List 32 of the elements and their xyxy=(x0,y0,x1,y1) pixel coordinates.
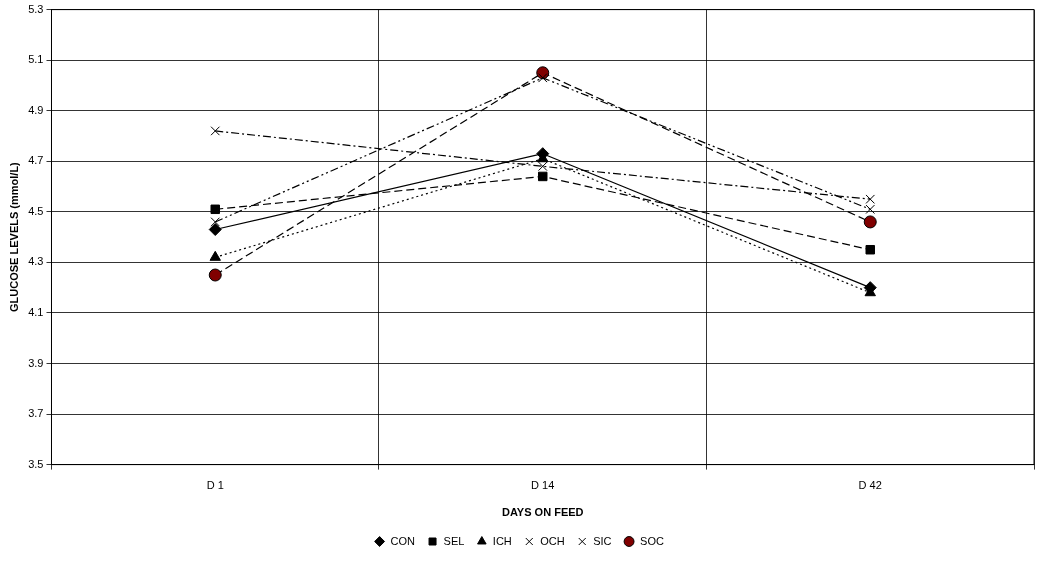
point xyxy=(210,217,220,227)
point xyxy=(210,126,220,136)
point xyxy=(863,215,877,229)
y-tick-label: 4.5 xyxy=(28,204,44,217)
point xyxy=(210,204,220,215)
point xyxy=(208,223,222,237)
point xyxy=(209,250,221,261)
y-tick-label: 3.9 xyxy=(28,356,44,369)
legend-label: CON xyxy=(390,534,416,547)
y-tick-label: 4.7 xyxy=(28,154,44,167)
point xyxy=(538,73,548,83)
point xyxy=(538,171,548,182)
y-tick-label: 3.5 xyxy=(28,457,44,470)
y-tick-label: 4.3 xyxy=(28,255,44,268)
x-tick-label: D 42 xyxy=(858,479,882,492)
y-tick-label: 3.7 xyxy=(28,407,44,420)
legend-label: SEL xyxy=(443,534,465,547)
x-tick-label: D 1 xyxy=(206,479,224,492)
x-axis-title: DAYS ON FEED xyxy=(501,506,584,519)
legend-label: ICH xyxy=(492,534,512,547)
point xyxy=(538,161,548,172)
legend-label: SIC xyxy=(593,534,612,547)
x-tick-label: D 14 xyxy=(531,479,555,492)
point xyxy=(865,245,875,255)
y-tick-label: 5.3 xyxy=(28,2,44,15)
y-tick-label: 5.1 xyxy=(28,53,44,66)
legend-label: SOC xyxy=(640,534,664,547)
y-tick-label: 4.1 xyxy=(28,305,44,318)
y-axis-title: GLUCOSE LEVELS (mmol/L) xyxy=(7,161,20,312)
legend-label: OCH xyxy=(540,534,565,547)
point xyxy=(208,268,222,282)
y-tick-label: 4.9 xyxy=(28,103,44,116)
